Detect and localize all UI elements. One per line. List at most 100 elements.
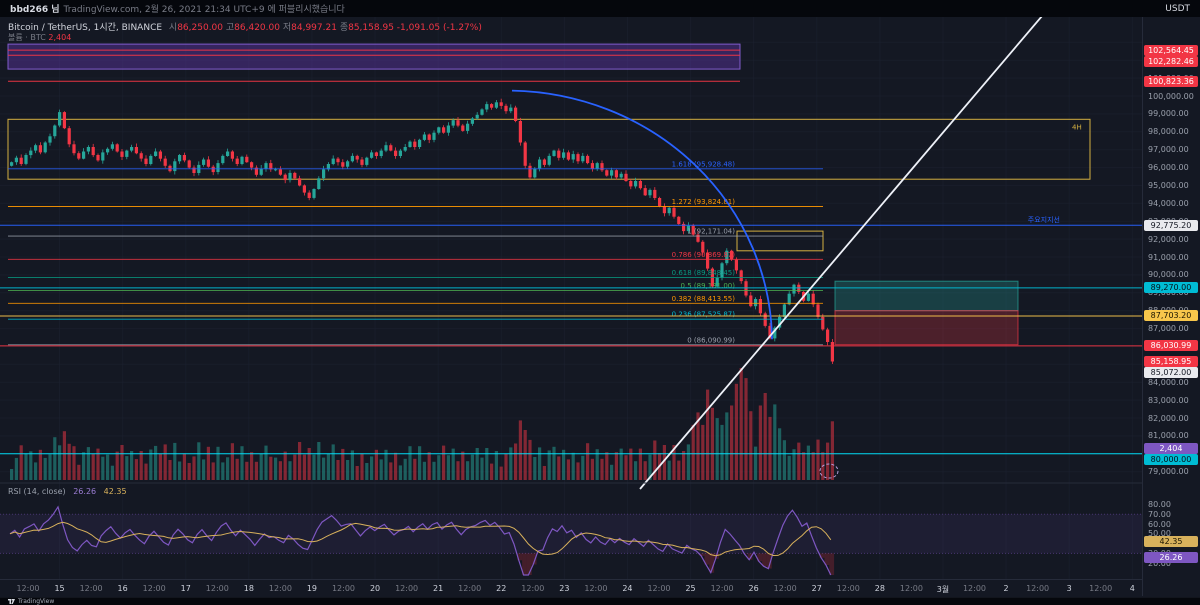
rsi-badge: 26.26	[1144, 551, 1198, 563]
grid	[0, 17, 1142, 579]
time-axis-label: 12:00	[962, 584, 987, 593]
time-axis-label: 12:00	[458, 584, 482, 593]
price-axis-label: 82,000.00	[1148, 413, 1189, 423]
fib-label: 0.5 (89,131.00)	[681, 282, 736, 290]
time-axis[interactable]: 12:00 15 12:00 16 12:00 17 12:00 18 12:00 19 12:00…	[0, 579, 1142, 597]
publish-username: bbd266 님	[10, 5, 60, 15]
rsi-axis-label: 20.00	[1148, 558, 1171, 568]
time-axis-label: 12:00	[16, 584, 40, 593]
change-value: -1,091.05 (-1.27%)	[396, 23, 482, 33]
footer-brand: TradingView	[18, 598, 55, 605]
price-badge: 102,564.45	[1144, 44, 1198, 56]
rsi-title: RSI	[8, 487, 21, 496]
price-axis-label: 79,000.00	[1148, 467, 1189, 477]
ray-label: 주요지지선	[1028, 215, 1060, 224]
time-axis-label: 12:00	[1026, 584, 1050, 593]
time-axis-label: 12:00	[142, 584, 166, 593]
open-value: 86,250.00	[177, 23, 224, 33]
price-axis-label: 100,000.00	[1148, 91, 1194, 101]
time-axis-label: 19	[306, 584, 318, 593]
footer-bar: TradingView	[0, 597, 1200, 605]
fib-label: 0.786 (90,869.87)	[672, 251, 736, 259]
time-axis-label: 22	[496, 584, 507, 593]
time-axis-label: 12:00	[773, 584, 797, 593]
price-axis-label: 91,000.00	[1148, 252, 1189, 262]
main-chart-canvas[interactable]: 4H 1.618 (95,928.48) 1.272 (93,824.81) 1 (9…	[0, 17, 1142, 596]
price-axis-label: 84,000.00	[1148, 377, 1189, 387]
rsi-axis-label: 80.00	[1148, 499, 1171, 509]
trend-line	[639, 17, 1043, 490]
rsi-ma-line	[9, 521, 832, 557]
fib-label: 0.618 (89,848.45)	[672, 269, 736, 277]
volume-legend[interactable]: 볼륨 · BTC 2,404	[8, 32, 71, 43]
horizontal-rays: 주요지지선	[0, 49, 1142, 455]
candlestick-series	[10, 98, 834, 364]
close-value: 85,158.95	[348, 23, 394, 33]
chart-area[interactable]: 4H 1.618 (95,928.48) 1.272 (93,824.81) 1 (9…	[0, 17, 1200, 597]
time-axis-label: 18	[243, 584, 254, 593]
price-axis-label: 97,000.00	[1148, 145, 1189, 155]
time-axis-label: 21	[433, 584, 444, 593]
price-badge: 87,703.20	[1144, 310, 1198, 322]
time-axis-label: 12:00	[205, 584, 229, 593]
high-value: 86,420.00	[234, 23, 280, 33]
price-axis-label: 99,000.00	[1148, 109, 1189, 119]
time-axis-label: 12:00	[268, 584, 292, 593]
time-axis-label: 17	[180, 584, 191, 593]
time-axis-label: 16	[117, 584, 128, 593]
yellow-box-label: 4H	[1072, 123, 1082, 131]
price-axis-label: 83,000.00	[1148, 395, 1189, 405]
time-axis-label: 12:00	[710, 584, 734, 593]
price-axis-label: 87,000.00	[1148, 324, 1189, 334]
time-axis-label: 26	[748, 584, 759, 593]
time-axis-label: 4	[1129, 584, 1135, 593]
time-axis-label: 12:00	[395, 584, 419, 593]
drawing-zones: 4H	[7, 43, 1091, 346]
time-axis-label: 25	[685, 584, 696, 593]
time-axis-label: 23	[559, 584, 570, 593]
time-axis-label: 12:00	[521, 584, 545, 593]
rsi-ma-value: 42.35	[103, 487, 127, 496]
time-axis-label: 12:00	[1089, 584, 1113, 593]
axis-currency-label: USDT	[1165, 3, 1190, 14]
time-axis-label: 27	[811, 584, 822, 593]
fib-label: 1.618 (95,928.48)	[672, 160, 736, 168]
time-axis-label: 3월	[936, 585, 950, 594]
time-axis-label: 12:00	[79, 584, 103, 593]
time-axis-label: 20	[369, 584, 381, 593]
price-axis-label: 92,000.00	[1148, 234, 1189, 244]
publish-text: bbd266 님 TradingView.com, 2월 26, 2021 21:…	[10, 5, 345, 15]
price-axis[interactable]: 102,000.00101,000.00100,000.0099,000.009…	[1142, 17, 1200, 596]
time-axis-label: 15	[54, 584, 65, 593]
fib-retracement: 1.618 (95,928.48) 1.272 (93,824.81) 1 (92,…	[8, 160, 823, 346]
price-badge: 2,404	[1144, 442, 1198, 454]
rsi-badge: 42.35	[1144, 535, 1198, 547]
low-value: 84,997.21	[291, 23, 337, 33]
fib-label: 0.236 (87,525.87)	[672, 311, 736, 319]
circle-annotation	[819, 463, 839, 479]
tradingview-logo-icon	[8, 599, 15, 604]
price-badge: 92,775.20	[1144, 219, 1198, 231]
time-axis-label: 12:00	[899, 584, 923, 593]
rsi-axis-label: 70.00	[1148, 509, 1171, 519]
price-axis-label: 96,000.00	[1148, 163, 1189, 173]
open-label: 시	[168, 23, 178, 33]
price-axis-label: 95,000.00	[1148, 180, 1189, 190]
time-axis-label: 28	[874, 584, 885, 593]
fib-label: 1 (92,171.04)	[687, 228, 735, 236]
rsi-legend[interactable]: RSI (14, close) 26.26 42.35	[8, 487, 127, 496]
curve-annotation	[511, 89, 773, 340]
symbol-legend[interactable]: Bitcoin / TetherUS, 1시간, BINANCE 시86,250…	[8, 20, 482, 33]
price-badge: 89,270.00	[1144, 282, 1198, 294]
price-badge: 80,000.00	[1144, 453, 1198, 465]
price-badge: 100,823.36	[1144, 75, 1198, 87]
fib-label: 0.382 (88,413.55)	[672, 295, 736, 303]
fib-label: 1.272 (93,824.81)	[672, 198, 736, 206]
price-axis-label: 90,000.00	[1148, 270, 1189, 280]
volume-value: 2,404	[48, 33, 72, 42]
rsi-axis-label: 60.00	[1148, 519, 1171, 529]
volume-label: 볼륨 · BTC	[8, 33, 46, 42]
rsi-value: 26.26	[73, 487, 97, 496]
fib-label: 0 (86,090.99)	[687, 336, 735, 344]
rsi-pane	[0, 505, 1142, 576]
